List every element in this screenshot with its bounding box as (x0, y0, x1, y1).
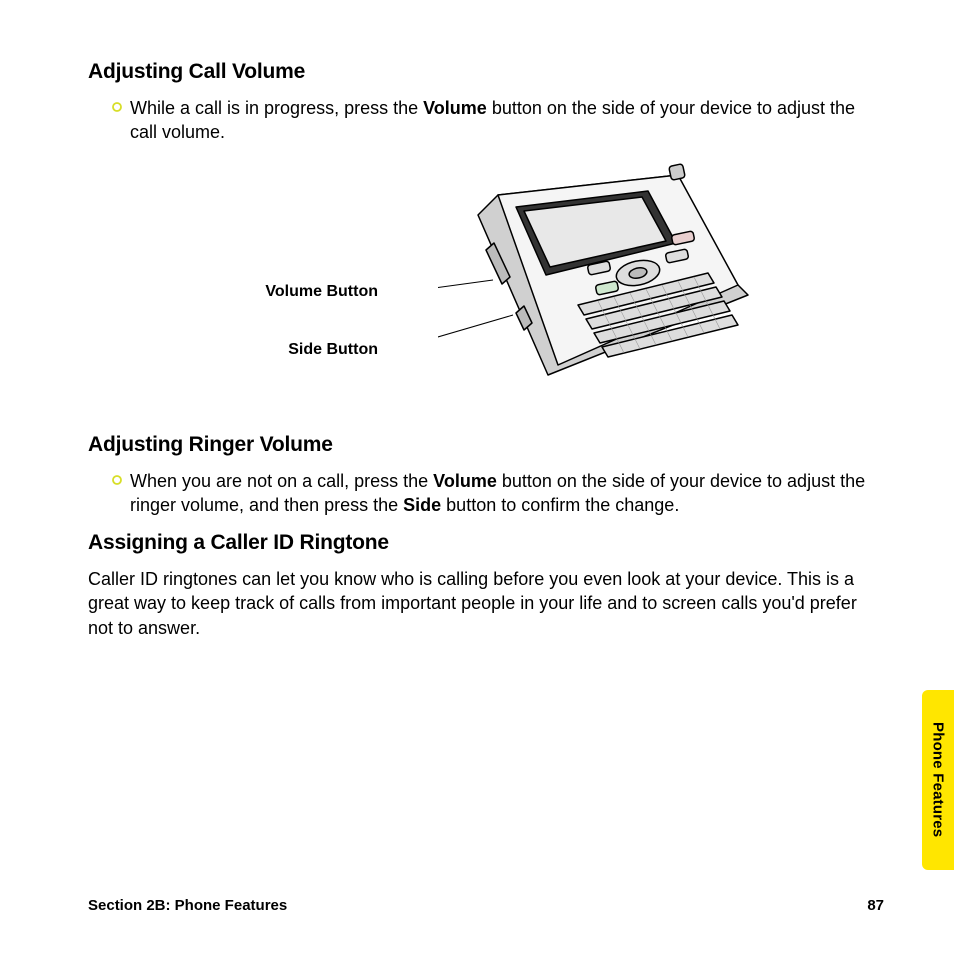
phone-illustration-icon (438, 155, 798, 415)
label-side-button: Side Button (228, 341, 378, 359)
label-volume-button: Volume Button (208, 283, 378, 301)
side-tab: Phone Features (922, 690, 954, 870)
page: Adjusting Call Volume While a call is in… (0, 0, 954, 954)
heading-caller-id: Assigning a Caller ID Ringtone (88, 531, 884, 555)
footer-page-number: 87 (867, 897, 884, 914)
page-footer: Section 2B: Phone Features 87 (88, 897, 884, 914)
heading-call-volume: Adjusting Call Volume (88, 60, 884, 84)
bullet-marker-icon (112, 469, 130, 518)
bullet-text: When you are not on a call, press the Vo… (130, 469, 884, 518)
heading-ringer-volume: Adjusting Ringer Volume (88, 433, 884, 457)
footer-section-label: Section 2B: Phone Features (88, 897, 287, 914)
side-tab-label: Phone Features (930, 722, 947, 837)
paragraph-caller-id: Caller ID ringtones can let you know who… (88, 567, 884, 640)
bullet-call-volume: While a call is in progress, press the V… (112, 96, 884, 145)
bullet-text: While a call is in progress, press the V… (130, 96, 884, 145)
bullet-marker-icon (112, 96, 130, 145)
device-diagram: Volume Button Side Button (88, 155, 884, 415)
bullet-ringer-volume: When you are not on a call, press the Vo… (112, 469, 884, 518)
